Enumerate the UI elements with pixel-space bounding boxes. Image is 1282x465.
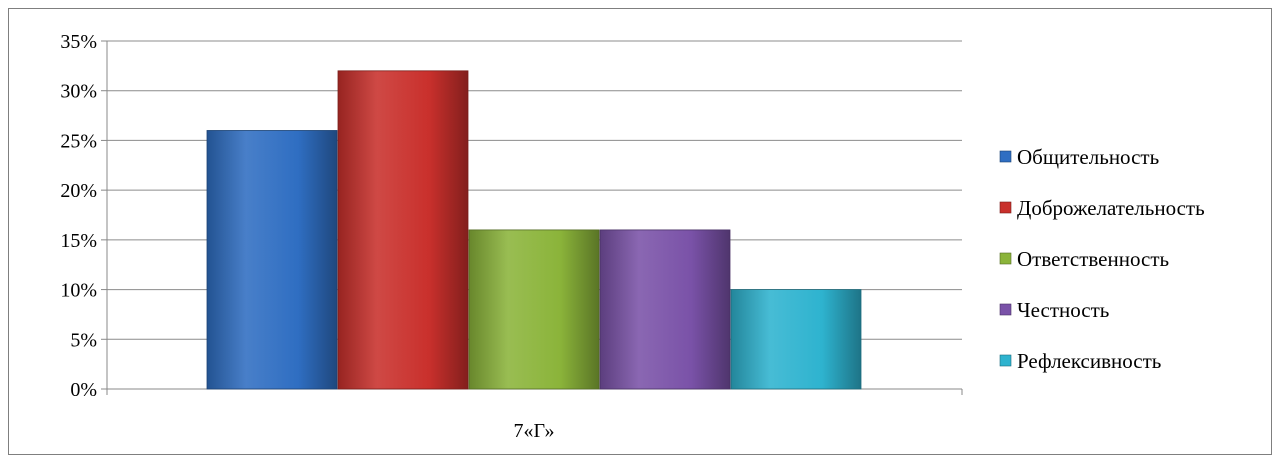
legend-swatch <box>999 201 1012 214</box>
bar <box>730 289 862 390</box>
legend-label: Ответственность <box>1017 247 1169 271</box>
x-tick-label: 7«Г» <box>513 420 554 442</box>
y-tick-labels: 0% 5% 10% 15% 20% 25% 30% 35% <box>60 31 97 401</box>
legend-swatch <box>999 303 1012 316</box>
y-tick-label: 15% <box>60 230 97 252</box>
legend-label: Рефлексивность <box>1017 349 1161 373</box>
bar <box>599 229 731 390</box>
legend-label: Общительность <box>1017 145 1159 169</box>
legend-swatch <box>999 150 1012 163</box>
y-tick-label: 0% <box>70 379 97 401</box>
bar <box>337 70 469 390</box>
legend-label: Доброжелательность <box>1017 196 1205 220</box>
x-tick-labels: 7«Г» <box>513 420 554 442</box>
legend-swatch <box>999 252 1012 265</box>
y-tick-label: 10% <box>60 280 97 302</box>
legend-label: Честность <box>1017 298 1109 322</box>
y-tick-label: 35% <box>60 31 97 53</box>
y-tick-label: 20% <box>60 180 97 202</box>
y-tick-label: 25% <box>60 130 97 152</box>
y-tick-label: 5% <box>70 329 97 351</box>
legend: Общительность Доброжелательность Ответстве… <box>999 145 1205 373</box>
bars <box>206 70 862 390</box>
y-tick-label: 30% <box>60 81 97 103</box>
bar <box>468 229 600 390</box>
legend-swatch <box>999 354 1012 367</box>
bar <box>206 130 338 390</box>
